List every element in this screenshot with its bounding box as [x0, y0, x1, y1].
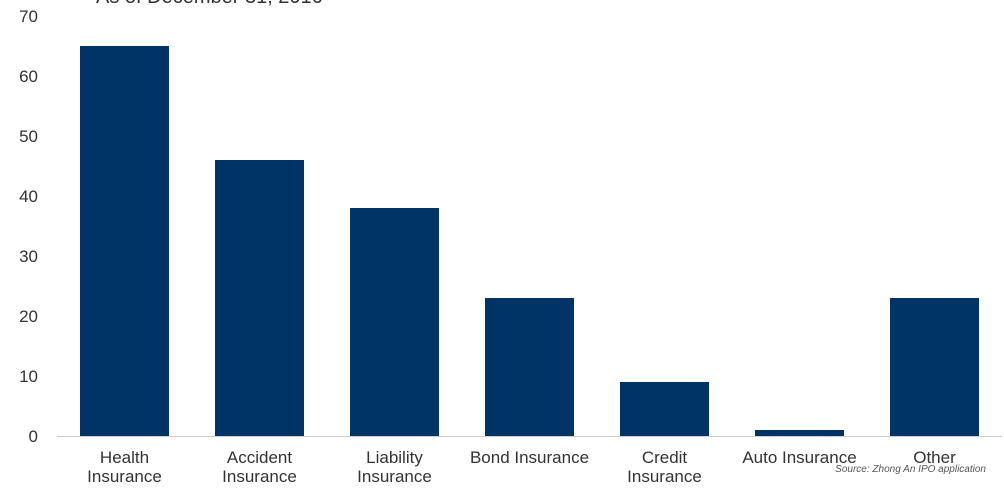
x-tick-label: Auto Insurance: [742, 448, 856, 467]
x-tick-label: Credit Insurance: [627, 448, 702, 483]
x-tick-label-line: Insurance: [222, 467, 297, 483]
source-note: Source: Zhong An IPO application: [835, 464, 986, 475]
x-tick-label: Accident Insurance: [222, 448, 297, 483]
y-tick-label: 20: [19, 307, 38, 326]
x-tick-label-line: Liability: [366, 448, 423, 467]
y-tick-label: 40: [19, 187, 38, 206]
y-tick-label: 50: [19, 127, 38, 146]
x-tick-label-line: Credit: [642, 448, 688, 467]
bar: [350, 208, 439, 436]
y-axis: 0 10 20 30 40 50 60 70: [19, 7, 38, 446]
x-tick-label: Liability Insurance: [357, 448, 432, 483]
x-tick-label-line: Health: [100, 448, 149, 467]
x-tick-label-line: Insurance: [357, 467, 432, 483]
y-tick-label: 70: [19, 7, 38, 26]
x-tick-label: Health Insurance: [87, 448, 162, 483]
x-tick-label-line: Other: [913, 448, 956, 467]
x-tick-label-line: Accident: [227, 448, 292, 467]
x-tick-label: Bond Insurance: [470, 448, 589, 467]
x-tick-label: Other: [913, 448, 956, 467]
y-tick-label: 0: [29, 427, 38, 446]
y-tick-label: 60: [19, 67, 38, 86]
bar: [755, 430, 844, 436]
x-tick-label-line: Auto Insurance: [742, 448, 856, 467]
x-tick-label-line: Bond Insurance: [470, 448, 589, 467]
bar: [485, 298, 574, 436]
bar: [890, 298, 979, 436]
bars-group: [80, 46, 979, 436]
y-tick-label: 30: [19, 247, 38, 266]
bar: [215, 160, 304, 436]
bar: [620, 382, 709, 436]
bar: [80, 46, 169, 436]
x-tick-label-line: Insurance: [627, 467, 702, 483]
chart-subtitle: As of December 31, 2016: [96, 0, 323, 9]
x-tick-label-line: Insurance: [87, 467, 162, 483]
y-tick-label: 10: [19, 367, 38, 386]
